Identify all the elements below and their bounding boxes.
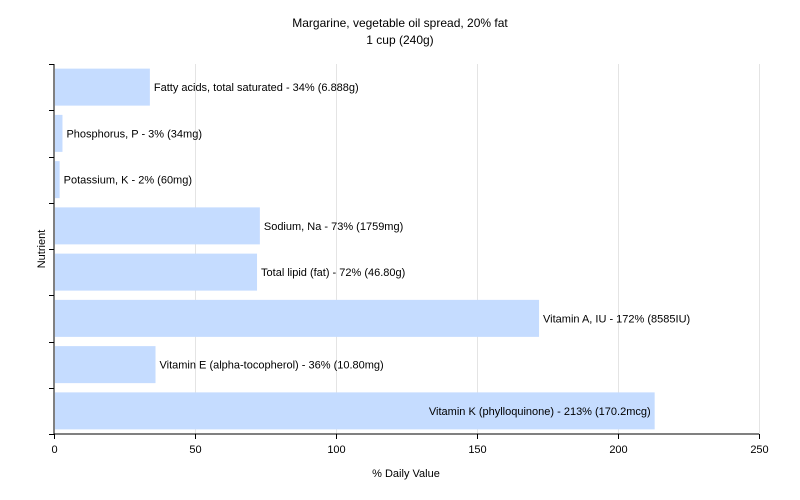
bar-1 (55, 114, 63, 152)
x-axis-label: % Daily Value (372, 468, 440, 480)
x-tick-label-100: 100 (327, 444, 345, 456)
bar-label-1: Phosphorus, P - 3% (34mg) (66, 128, 202, 140)
x-tick-label-0: 0 (51, 444, 57, 456)
x-tick-label-250: 250 (750, 444, 768, 456)
bar-labels: Fatty acids, total saturated - 34% (6.88… (64, 82, 691, 418)
bar-label-7: Vitamin K (phylloquinone) - 213% (170.2m… (429, 406, 651, 418)
bar-3 (55, 207, 260, 245)
bar-6 (55, 346, 156, 384)
bar-label-4: Total lipid (fat) - 72% (46.80g) (261, 267, 405, 279)
bar-label-3: Sodium, Na - 73% (1759mg) (264, 221, 403, 233)
gridlines (195, 64, 760, 434)
x-tick-label-200: 200 (609, 444, 627, 456)
bar-2 (55, 161, 60, 199)
bars (55, 68, 655, 430)
x-tick-label-150: 150 (468, 444, 486, 456)
chart-subtitle: 1 cup (240g) (366, 33, 434, 47)
bar-4 (55, 253, 258, 291)
x-tick-label-50: 50 (189, 444, 201, 456)
bar-5 (55, 299, 540, 337)
axes: 0 50 100 150 200 250 (49, 64, 769, 456)
chart-title: Margarine, vegetable oil spread, 20% fat (292, 16, 508, 30)
bar-label-6: Vitamin E (alpha-tocopherol) - 36% (10.8… (160, 360, 384, 372)
bar-label-0: Fatty acids, total saturated - 34% (6.88… (154, 82, 359, 94)
y-axis-label: Nutrient (36, 230, 48, 269)
bar-0 (55, 68, 150, 106)
bar-7 (55, 392, 655, 430)
bar-label-2: Potassium, K - 2% (60mg) (64, 175, 192, 187)
bar-label-5: Vitamin A, IU - 172% (8585IU) (543, 313, 690, 325)
